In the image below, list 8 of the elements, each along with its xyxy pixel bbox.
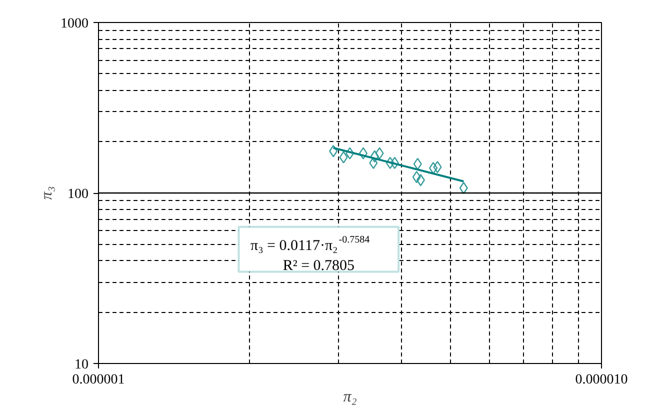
- y-tick-label: 1000: [60, 16, 88, 32]
- y-tick-label: 100: [68, 187, 88, 202]
- x-tick-label: 0.000010: [575, 372, 628, 388]
- annotation: R² = 0.7805: [282, 258, 355, 274]
- y-axis-title: π₃: [38, 186, 56, 200]
- y-tick-label: 10: [74, 358, 88, 372]
- x-tick-label: 0.000001: [72, 372, 125, 388]
- x-axis-title: π₂: [343, 388, 358, 406]
